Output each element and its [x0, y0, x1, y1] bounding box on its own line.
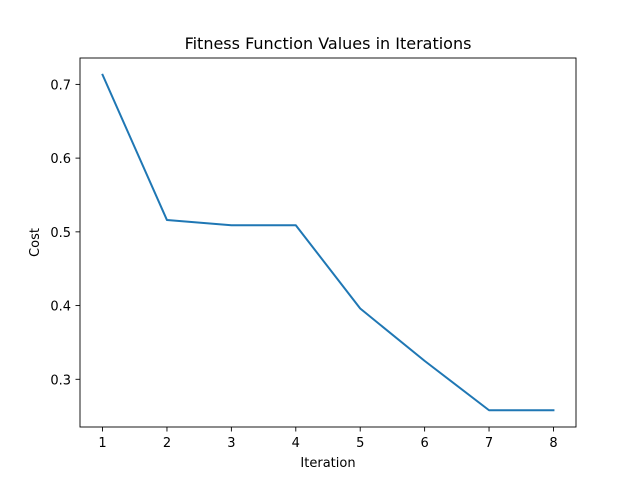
y-tick-label: 0.4	[50, 300, 71, 315]
x-tick-label: 2	[163, 436, 171, 451]
y-tick-label: 0.3	[50, 373, 71, 388]
y-tick-label: 0.5	[50, 226, 71, 241]
y-axis-ticks: 0.3 0.4 0.5 0.6 0.7	[50, 78, 80, 388]
y-tick-label: 0.7	[50, 78, 71, 93]
plot-area-frame	[79, 57, 577, 428]
x-axis-ticks: 1 2 3 4 5 6 7 8	[98, 427, 558, 451]
x-tick-label: 5	[356, 436, 364, 451]
x-tick-label: 1	[98, 436, 106, 451]
series-line-cost	[101, 73, 555, 412]
y-axis-label: Cost	[28, 228, 43, 257]
x-tick-label: 7	[485, 436, 493, 451]
x-tick-label: 6	[420, 436, 428, 451]
x-tick-label: 8	[549, 436, 557, 451]
chart-title: Fitness Function Values in Iterations	[185, 34, 472, 53]
x-axis-label: Iteration	[300, 456, 355, 471]
x-tick-label: 4	[292, 436, 300, 451]
x-tick-label: 3	[227, 436, 235, 451]
y-tick-label: 0.6	[50, 152, 71, 167]
